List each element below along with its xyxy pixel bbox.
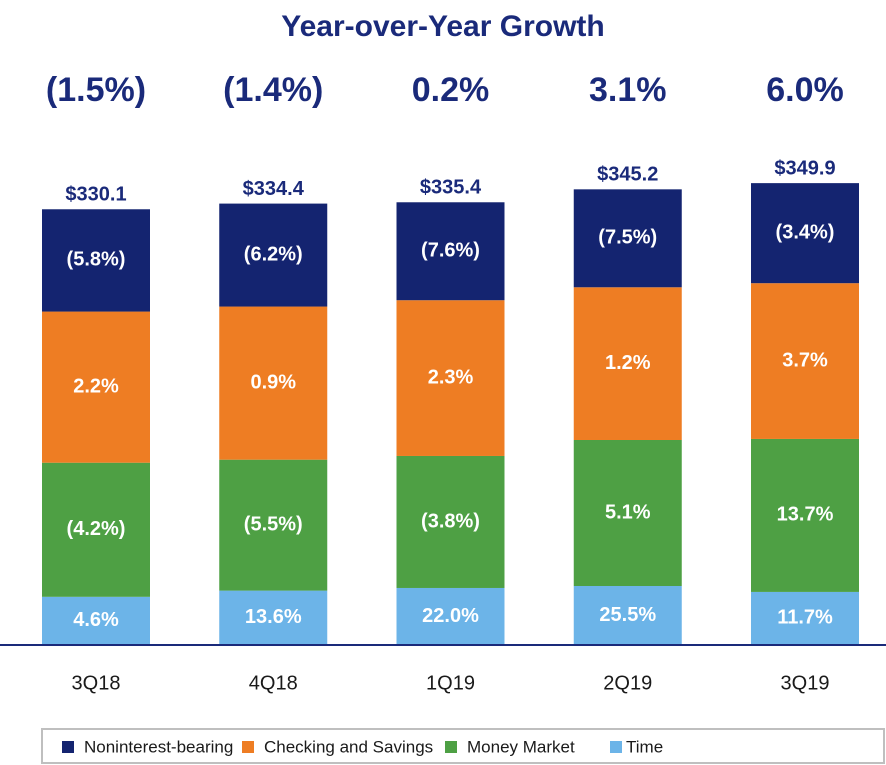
growth-label: 6.0% <box>766 71 844 109</box>
segment-label: (5.8%) <box>67 249 126 271</box>
legend-label: Time <box>626 737 663 756</box>
bar-segment <box>219 306 328 460</box>
segment-label: (7.5%) <box>598 227 657 249</box>
segment-label: 4.6% <box>73 609 119 631</box>
segment-label: (3.8%) <box>421 510 480 532</box>
legend-label: Checking and Savings <box>264 737 433 756</box>
segment-label: (5.5%) <box>244 513 303 535</box>
growth-label: 0.2% <box>412 71 490 109</box>
bar-segment <box>42 311 150 463</box>
bar-segment <box>751 438 859 592</box>
segment-label: 13.7% <box>777 504 834 526</box>
segment-label: (4.2%) <box>67 518 126 540</box>
legend-swatch <box>62 741 74 753</box>
bar-segment <box>396 202 505 301</box>
segment-label: 13.6% <box>245 606 302 628</box>
segment-label: 5.1% <box>605 501 651 523</box>
x-tick-label: 4Q18 <box>249 672 298 694</box>
growth-label: (1.4%) <box>223 71 323 109</box>
total-label: $335.4 <box>420 177 482 199</box>
legend-swatch <box>445 741 457 753</box>
segment-label: (3.4%) <box>776 221 835 243</box>
segment-label: (7.6%) <box>421 240 480 262</box>
segment-label: 2.3% <box>428 366 474 388</box>
total-label: $349.9 <box>774 157 835 179</box>
total-label: $345.2 <box>597 164 658 186</box>
legend-swatch <box>242 741 254 753</box>
bar-segment <box>219 459 328 591</box>
bar-segment <box>396 300 505 456</box>
x-tick-label: 3Q18 <box>72 672 121 694</box>
bar-segment <box>42 596 150 645</box>
segment-label: 1.2% <box>605 352 651 374</box>
segment-label: 0.9% <box>250 371 296 393</box>
bar-segment <box>396 587 505 645</box>
x-tick-label: 3Q19 <box>781 672 830 694</box>
segment-label: 11.7% <box>777 607 833 629</box>
total-label: $334.4 <box>243 178 305 200</box>
bar-segment <box>751 283 859 439</box>
bar-segment <box>42 209 150 312</box>
bar-segment <box>751 183 859 284</box>
chart-title: Year-over-Year Growth <box>281 10 604 43</box>
bar-segment <box>573 287 682 441</box>
growth-label: 3.1% <box>589 71 667 109</box>
bar-segment <box>573 189 682 288</box>
bar-segment <box>573 585 682 645</box>
bar-segment <box>573 440 682 586</box>
segment-label: 3.7% <box>782 349 828 371</box>
growth-label: (1.5%) <box>46 71 146 109</box>
segment-label: 22.0% <box>422 605 479 627</box>
legend-label: Noninterest-bearing <box>84 737 233 756</box>
segment-label: (6.2%) <box>244 243 303 265</box>
x-tick-label: 2Q19 <box>603 672 652 694</box>
total-label: $330.1 <box>65 184 126 206</box>
legend-label: Money Market <box>467 737 575 756</box>
bar-segment <box>396 455 505 588</box>
x-tick-label: 1Q19 <box>426 672 475 694</box>
legend-box <box>41 728 885 764</box>
bar-segment <box>751 591 859 645</box>
segment-label: 25.5% <box>599 604 656 626</box>
legend-swatch <box>610 741 622 753</box>
bar-segment <box>219 590 328 645</box>
bar-segment <box>219 203 328 307</box>
segment-label: 2.2% <box>73 375 119 397</box>
bar-segment <box>42 462 150 597</box>
